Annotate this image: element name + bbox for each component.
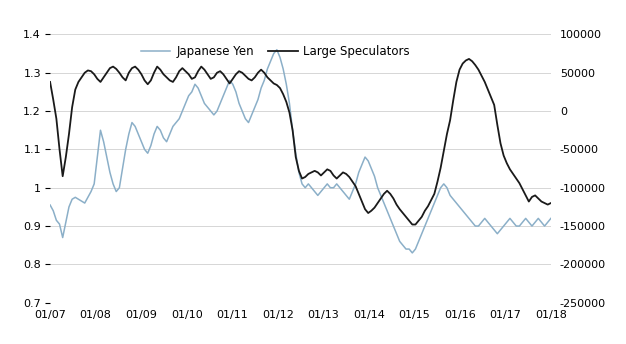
Legend: Japanese Yen, Large Speculators: Japanese Yen, Large Speculators (136, 40, 415, 63)
